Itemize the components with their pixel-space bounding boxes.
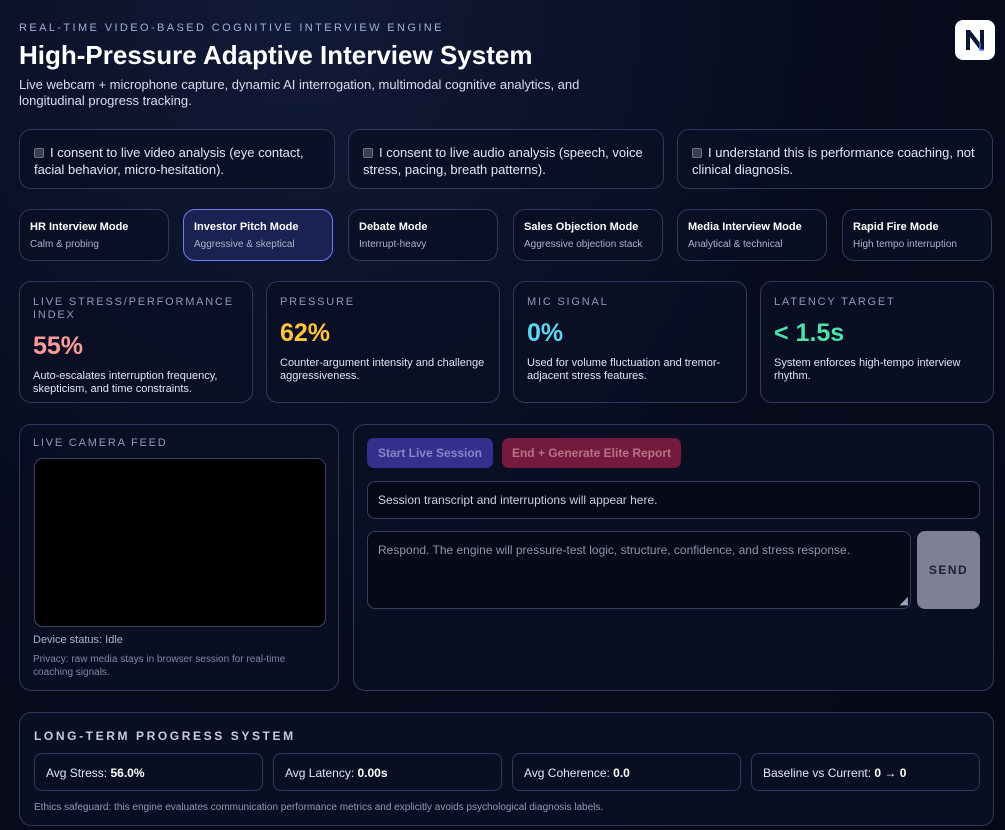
mode-title: Media Interview Mode [688,221,802,233]
consent-video[interactable]: I consent to live video analysis (eye co… [19,129,335,189]
mode-subtitle: Aggressive objection stack [524,239,643,250]
stat-value: 0 → 0 [874,766,907,780]
metric-description: Counter-argument intensity and challenge… [280,357,485,382]
end-session-button[interactable]: End + Generate Elite Report [502,438,681,468]
mode-title: HR Interview Mode [30,221,129,233]
page-title: High-Pressure Adaptive Interview System [19,40,533,70]
mode-title: Investor Pitch Mode [194,221,299,233]
session-panel: Start Live Session End + Generate Elite … [353,424,994,691]
consent-coaching-label: I understand this is performance coachin… [692,145,975,177]
stat-value: 0.0 [613,766,630,780]
logo-n-icon [966,30,984,51]
metric-description: Used for volume fluctuation and tremor-a… [527,357,721,382]
mode-title: Debate Mode [359,221,428,233]
metric-description: System enforces high-tempo interview rhy… [774,357,961,382]
consent-audio[interactable]: I consent to live audio analysis (speech… [348,129,664,189]
consent-coaching-checkbox[interactable] [692,148,702,158]
metric-value: 0% [527,319,564,347]
mode-subtitle: High tempo interruption [853,239,957,250]
app-logo [955,20,995,60]
mode-rapid-fire[interactable]: Rapid Fire Mode High tempo interruption [842,209,992,261]
stat-label: Avg Stress: [46,766,111,780]
mode-media-interview[interactable]: Media Interview Mode Analytical & techni… [677,209,827,261]
privacy-note: Privacy: raw media stays in browser sess… [33,654,286,678]
camera-panel: LIVE CAMERA FEED Device status: Idle Pri… [19,424,339,691]
consent-video-label: I consent to live video analysis (eye co… [34,145,304,177]
mode-subtitle: Aggressive & skeptical [194,239,295,250]
transcript-box: Session transcript and interruptions wil… [367,481,980,519]
metric-value: 55% [33,332,84,360]
page-subtitle: Live webcam + microphone capture, dynami… [19,77,580,108]
mode-title: Sales Objection Mode [524,221,639,233]
progress-title: LONG-TERM PROGRESS SYSTEM [34,729,296,743]
ethics-note: Ethics safeguard: this engine evaluates … [34,802,604,813]
consent-audio-checkbox[interactable] [363,148,373,158]
mode-sales-objection[interactable]: Sales Objection Mode Aggressive objectio… [513,209,663,261]
send-button[interactable]: SEND [917,531,980,609]
mode-subtitle: Analytical & technical [688,239,783,250]
stat-value: 0.00s [357,766,388,780]
camera-video [34,458,326,627]
camera-label: LIVE CAMERA FEED [33,437,168,449]
metric-label: LIVE STRESS/PERFORMANCE INDEX [33,296,234,321]
stat-value: 56.0% [110,766,145,780]
progress-panel: LONG-TERM PROGRESS SYSTEM Avg Stress: 56… [19,712,994,826]
metric-pressure: PRESSURE 62% Counter-argument intensity … [266,281,500,403]
consent-coaching[interactable]: I understand this is performance coachin… [677,129,993,189]
stat-label: Avg Latency: [285,766,358,780]
mode-hr-interview[interactable]: HR Interview Mode Calm & probing [19,209,169,261]
mode-subtitle: Calm & probing [30,239,99,250]
consent-audio-label: I consent to live audio analysis (speech… [363,145,643,177]
metric-label: LATENCY TARGET [774,296,896,308]
respond-textarea[interactable]: Respond. The engine will pressure-test l… [367,531,911,609]
mode-debate[interactable]: Debate Mode Interrupt-heavy [348,209,498,261]
metric-label: MIC SIGNAL [527,296,609,308]
metric-label: PRESSURE [280,296,355,308]
consent-video-checkbox[interactable] [34,148,44,158]
metric-description: Auto-escalates interruption frequency, s… [33,370,218,395]
metric-stress-index: LIVE STRESS/PERFORMANCE INDEX 55% Auto-e… [19,281,253,403]
stat-avg-latency: Avg Latency: 0.00s [273,753,502,791]
mode-title: Rapid Fire Mode [853,221,939,233]
metric-latency-target: LATENCY TARGET < 1.5s System enforces hi… [760,281,994,403]
stat-avg-coherence: Avg Coherence: 0.0 [512,753,741,791]
metric-value: < 1.5s [774,319,845,347]
metric-mic-signal: MIC SIGNAL 0% Used for volume fluctuatio… [513,281,747,403]
mode-investor-pitch[interactable]: Investor Pitch Mode Aggressive & skeptic… [183,209,333,261]
metric-value: 62% [280,319,331,347]
stat-label: Avg Coherence: [524,766,614,780]
resize-grip-icon[interactable]: ◢ [899,595,908,607]
device-status: Device status: Idle [33,634,123,646]
start-session-button[interactable]: Start Live Session [367,438,493,468]
stat-label: Baseline vs Current: [763,766,875,780]
stat-baseline-vs-current: Baseline vs Current: 0 → 0 [751,753,980,791]
mode-subtitle: Interrupt-heavy [359,239,427,250]
respond-placeholder: Respond. The engine will pressure-test l… [378,543,851,557]
stat-avg-stress: Avg Stress: 56.0% [34,753,263,791]
header-eyebrow: REAL-TIME VIDEO-BASED COGNITIVE INTERVIE… [19,22,444,34]
